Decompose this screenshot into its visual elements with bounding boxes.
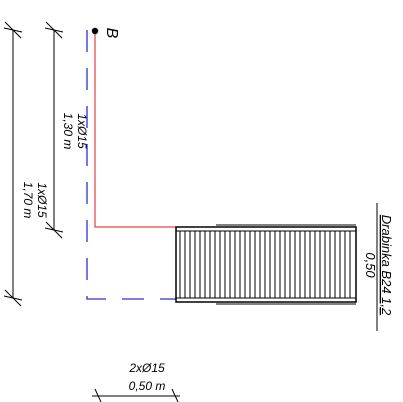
ladder-outline	[175, 226, 357, 303]
dim-inner-length: 1,30 m	[61, 113, 75, 150]
dim-inner: 1xØ15 1,30 m	[44, 21, 89, 239]
red-route	[94, 32, 176, 228]
ladder-icon	[175, 224, 357, 305]
dim-bottom-count: 2xØ15	[128, 361, 165, 375]
dim-outer-ext-bottom	[3, 295, 23, 301]
point-b: B	[91, 27, 120, 39]
element-label: Drabinka B24 1,2 0,50	[363, 203, 394, 331]
element-width: 0,50	[363, 252, 378, 278]
dim-bottom-length: 0,50 m	[129, 379, 166, 393]
element-title: Drabinka B24 1,2	[379, 215, 394, 316]
dim-bottom-tick-right	[171, 388, 179, 402]
dim-outer-ext-top	[3, 27, 23, 33]
dim-inner-ext-top	[44, 27, 64, 33]
dim-inner-count: 1xØ15	[75, 113, 89, 149]
dim-inner-ext-bottom	[44, 227, 64, 233]
blue-dashed-route	[86, 30, 176, 300]
dim-outer-length: 1,70 m	[21, 182, 35, 219]
blue-dashed-path	[86, 30, 176, 300]
ladder-rungs	[179, 231, 351, 298]
red-path	[94, 32, 176, 228]
dim-outer: 1xØ15 1,70 m	[3, 21, 49, 307]
point-b-label: B	[103, 28, 120, 39]
dim-outer-count: 1xØ15	[35, 182, 49, 218]
dim-bottom-tick-left	[94, 388, 102, 402]
dim-bottom: 2xØ15 0,50 m	[92, 361, 180, 402]
point-dot-icon	[91, 27, 99, 35]
